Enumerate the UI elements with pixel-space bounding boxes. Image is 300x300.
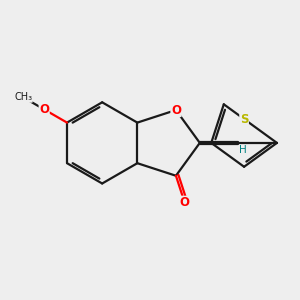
Text: S: S [240, 112, 248, 125]
Text: O: O [180, 196, 190, 209]
Text: H: H [239, 145, 247, 155]
Text: CH₃: CH₃ [14, 92, 32, 102]
Text: O: O [171, 103, 181, 117]
Text: O: O [39, 103, 49, 116]
